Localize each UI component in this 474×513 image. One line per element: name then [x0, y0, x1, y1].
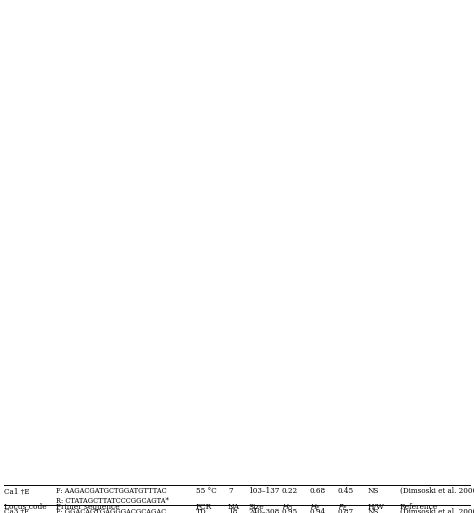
Text: 240–308: 240–308	[248, 508, 279, 513]
Text: H/W: H/W	[368, 503, 385, 511]
Text: Ca1 †E: Ca1 †E	[4, 487, 29, 495]
Text: 0.95: 0.95	[282, 508, 298, 513]
Text: (Dimsoski et al. 2000): (Dimsoski et al. 2000)	[400, 487, 474, 495]
Text: PCR
cycle: PCR cycle	[196, 503, 216, 513]
Text: NS: NS	[368, 487, 379, 495]
Text: F: GGACAGTGAGGGACGCAGAC: F: GGACAGTGAGGGACGCAGAC	[56, 508, 166, 513]
Text: 0.94: 0.94	[310, 508, 326, 513]
Text: 0.68: 0.68	[310, 487, 326, 495]
Text: 55 °C: 55 °C	[196, 487, 217, 495]
Text: F: AAGACGATGCTGGATGTTTAC: F: AAGACGATGCTGGATGTTTAC	[56, 487, 167, 495]
Text: $H_{E}$: $H_{E}$	[310, 503, 321, 513]
Text: 0.87: 0.87	[338, 508, 354, 513]
Text: 103–137: 103–137	[248, 487, 279, 495]
Text: Locus code: Locus code	[4, 503, 46, 511]
Text: (Dimsoski et al. 2000): (Dimsoski et al. 2000)	[400, 508, 474, 513]
Text: NS: NS	[368, 508, 379, 513]
Text: 0.22: 0.22	[282, 487, 298, 495]
Text: 0.45: 0.45	[338, 487, 354, 495]
Text: $H_{O}$: $H_{O}$	[282, 503, 293, 513]
Text: Reference: Reference	[400, 503, 438, 511]
Text: TD: TD	[196, 508, 207, 513]
Text: Primer sequence: Primer sequence	[56, 503, 119, 511]
Text: Size
range (bp): Size range (bp)	[248, 503, 288, 513]
Text: NA: NA	[228, 503, 240, 511]
Text: Ca3 †F: Ca3 †F	[4, 508, 29, 513]
Text: 18: 18	[228, 508, 237, 513]
Text: $P_{E}$: $P_{E}$	[338, 503, 348, 513]
Text: R: CTATAGCTTATCCCGGCAGTA*: R: CTATAGCTTATCCCGGCAGTA*	[56, 497, 169, 505]
Text: 7: 7	[228, 487, 233, 495]
